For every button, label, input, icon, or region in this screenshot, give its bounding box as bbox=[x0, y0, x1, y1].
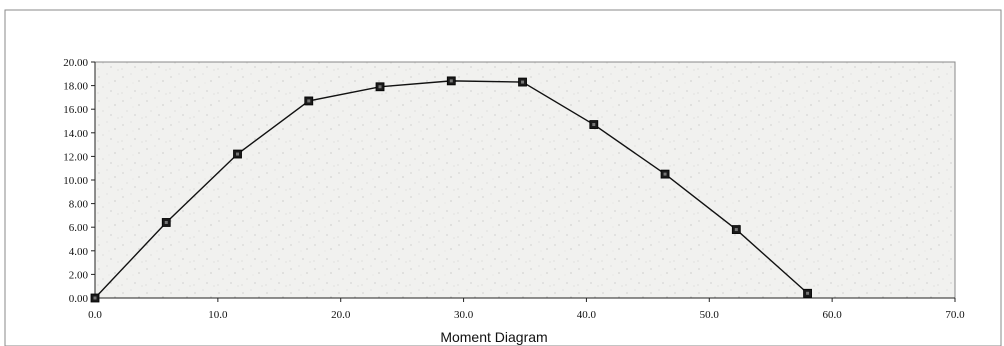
y-tick-label: 14.00 bbox=[63, 128, 88, 140]
series-moment bbox=[90, 76, 812, 303]
x-tick-label: 60.0 bbox=[823, 309, 843, 321]
x-axis-ticks: 0.0 10.0 20.0 30.0 40.0 50.0 60.0 70.0 bbox=[88, 298, 965, 321]
data-point-highlight bbox=[521, 80, 525, 84]
data-point-highlight bbox=[236, 152, 240, 156]
axes bbox=[94, 62, 955, 299]
y-tick-label: 0.00 bbox=[69, 293, 89, 305]
data-point-highlight bbox=[806, 291, 810, 295]
data-point-highlight bbox=[449, 79, 453, 83]
y-tick-label: 10.00 bbox=[63, 175, 88, 187]
data-point-highlight bbox=[307, 99, 311, 103]
y-tick-label: 8.00 bbox=[69, 199, 89, 211]
x-tick-label: 50.0 bbox=[700, 309, 720, 321]
x-tick-label: 20.0 bbox=[331, 309, 351, 321]
y-axis-ticks: 0.00 2.00 4.00 6.00 8.00 10.00 12.00 14.00 16.00… bbox=[63, 57, 95, 305]
y-tick-label: 6.00 bbox=[69, 222, 89, 234]
data-point-highlight bbox=[734, 228, 738, 232]
y-tick-label: 2.00 bbox=[69, 269, 89, 281]
x-tick-label: 0.0 bbox=[88, 309, 102, 321]
plot-area bbox=[94, 61, 956, 299]
y-tick-label: 20.00 bbox=[63, 57, 88, 69]
data-point-highlight bbox=[164, 220, 168, 224]
y-tick-label: 12.00 bbox=[63, 151, 88, 163]
data-point-highlight bbox=[592, 123, 596, 127]
data-point-highlight bbox=[378, 85, 382, 89]
y-tick-label: 4.00 bbox=[69, 246, 89, 258]
x-tick-label: 40.0 bbox=[577, 309, 597, 321]
x-tick-label: 30.0 bbox=[454, 309, 474, 321]
x-tick-label: 10.0 bbox=[208, 309, 228, 321]
y-tick-label: 16.00 bbox=[63, 104, 88, 116]
x-tick-label: 70.0 bbox=[945, 309, 965, 321]
data-point-highlight bbox=[663, 172, 667, 176]
x-axis-label: Moment Diagram bbox=[440, 329, 547, 345]
y-tick-label: 18.00 bbox=[63, 81, 88, 93]
data-point-highlight bbox=[93, 296, 97, 300]
